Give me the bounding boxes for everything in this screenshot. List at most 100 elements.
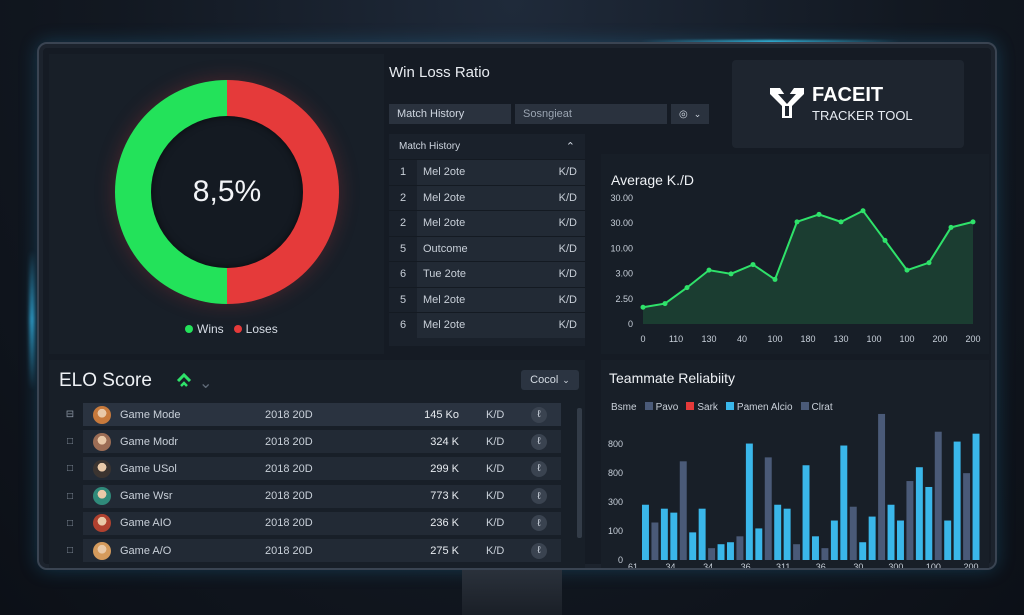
teammate-bar bbox=[698, 508, 706, 560]
chevron-down-icon[interactable]: ⌄ bbox=[199, 375, 213, 392]
game-mode: Game A/O bbox=[120, 544, 172, 557]
elo-table-row[interactable]: □ Game Wsr 2018 20D 773 K K/D ℓ bbox=[59, 484, 561, 509]
legend-wins-label: Wins bbox=[197, 322, 224, 336]
info-icon[interactable]: ℓ bbox=[531, 460, 547, 477]
elo-table-row[interactable]: ⊟ Game Mode 2018 20D 145 Ko K/D ℓ bbox=[59, 402, 561, 427]
teammate-bar bbox=[670, 512, 678, 560]
info-icon[interactable]: ℓ bbox=[531, 542, 547, 559]
elo-table-row[interactable]: □ Game A/O 2018 20D 275 K K/D ℓ bbox=[59, 538, 561, 563]
kd-y-tick: 10.00 bbox=[610, 243, 633, 253]
kd-x-tick: 130 bbox=[701, 334, 716, 344]
kd-point bbox=[860, 208, 866, 214]
cool-dropdown-label: Cocol bbox=[530, 374, 559, 386]
teammate-bar bbox=[774, 504, 782, 560]
kd-point bbox=[750, 262, 756, 268]
avatar bbox=[93, 514, 111, 533]
teammate-bar bbox=[897, 520, 904, 560]
kd-point bbox=[882, 237, 888, 243]
match-history-row[interactable]: 2 Mel 2ote K/D bbox=[389, 210, 585, 236]
wins-dot-icon bbox=[185, 325, 193, 333]
teammate-bar bbox=[840, 445, 848, 560]
game-mode: Game Modr bbox=[120, 435, 179, 448]
kd-label: K/D bbox=[486, 517, 505, 530]
kd-x-tick: 0 bbox=[640, 334, 645, 344]
monitor-stand bbox=[462, 570, 562, 615]
teammate-bar bbox=[887, 504, 895, 560]
kd-point bbox=[926, 260, 932, 266]
teammate-bar bbox=[868, 516, 876, 560]
info-icon[interactable]: ℓ bbox=[531, 406, 547, 423]
teammate-bar bbox=[821, 548, 829, 560]
row-kd: K/D bbox=[537, 160, 585, 185]
kd-point bbox=[684, 285, 690, 291]
elo-table-row[interactable]: □ Game AIO 2018 20D 236 K K/D ℓ bbox=[59, 511, 561, 536]
row-background bbox=[83, 484, 561, 508]
game-mode: Game AIO bbox=[120, 517, 172, 530]
kd-y-tick: 2.50 bbox=[615, 294, 633, 304]
teammate-x-tick: 200 bbox=[963, 562, 978, 570]
match-history-select[interactable]: Match History bbox=[389, 104, 511, 124]
match-history-row[interactable]: 1 Mel 2ote K/D bbox=[389, 159, 585, 185]
info-icon[interactable]: ℓ bbox=[531, 488, 547, 505]
row-background bbox=[83, 511, 561, 535]
row-checkbox[interactable]: □ bbox=[66, 545, 74, 556]
teammate-x-tick: 34 bbox=[666, 562, 676, 570]
row-checkbox[interactable]: □ bbox=[66, 463, 74, 475]
kd-point bbox=[948, 224, 954, 230]
teammate-legend-item: Clrat bbox=[800, 402, 833, 413]
monitor-screen: 8,5% Wins Loses Win Loss Ratio Match His… bbox=[37, 42, 997, 570]
teammate-bar-chart: 800 800 300 100 0 61 34 34 36 311 36 30 300 100 200 bbox=[608, 413, 980, 570]
match-history-row[interactable]: 5 Mel 2ote K/D bbox=[389, 286, 585, 312]
loses-dot-icon bbox=[233, 325, 242, 333]
info-icon[interactable]: ℓ bbox=[531, 433, 547, 450]
kd-x-tick: 200 bbox=[965, 334, 980, 344]
row-match-name: Mel 2ote bbox=[417, 313, 537, 338]
match-date: 2018 20D bbox=[265, 490, 313, 503]
row-number: 6 bbox=[399, 268, 407, 281]
average-kd-panel: Average K./D 30.00 30.00 10.00 3.00 2.50 0 0 11… bbox=[601, 154, 989, 354]
kd-line bbox=[642, 209, 974, 309]
match-history-row[interactable]: 2 Mel 2ote K/D bbox=[389, 184, 585, 210]
row-number: 5 bbox=[399, 242, 407, 255]
filter-dropdown[interactable]: ◎ ⌄ bbox=[671, 104, 709, 124]
teammate-x-tick: 30 bbox=[853, 562, 863, 570]
elo-score-panel: ELO Score ⌄ Cocol ⌄ ⊟ Game Mode 2018 20D 14… bbox=[49, 360, 585, 568]
info-icon[interactable]: ℓ bbox=[531, 515, 547, 532]
teammate-y-tick: 800 bbox=[608, 439, 623, 449]
row-kd: K/D bbox=[537, 313, 585, 338]
avatar bbox=[93, 432, 111, 451]
teammate-x-tick: 34 bbox=[703, 562, 713, 570]
row-checkbox[interactable]: □ bbox=[66, 490, 74, 502]
search-input[interactable]: Sosngieat bbox=[515, 104, 667, 124]
cool-dropdown-button[interactable]: Cocol ⌄ bbox=[521, 370, 579, 390]
match-history-header[interactable]: Match History ⌃ bbox=[389, 134, 585, 159]
average-kd-chart: 30.00 30.00 10.00 3.00 2.50 00 110 130 40 100 180 1… bbox=[610, 193, 980, 344]
chevron-up-icon[interactable]: ⌃ bbox=[565, 141, 575, 153]
game-mode: Game USol bbox=[120, 462, 177, 475]
teammate-legend-item: Bsme bbox=[611, 402, 637, 413]
teammate-legend-item: Sark bbox=[686, 402, 718, 413]
average-kd-title: Average K./D bbox=[611, 172, 695, 188]
teammate-bar bbox=[660, 508, 668, 560]
row-checkbox[interactable]: □ bbox=[66, 436, 74, 448]
legend-label: Pavo bbox=[655, 402, 679, 413]
avatar bbox=[93, 405, 111, 424]
elo-table-row[interactable]: □ Game USol 2018 20D 299 K K/D ℓ bbox=[59, 456, 561, 481]
match-history-row[interactable]: 6 Mel 2ote K/D bbox=[389, 312, 585, 338]
teammate-bar bbox=[963, 473, 971, 560]
match-history-row[interactable]: 6 Tue 2ote K/D bbox=[389, 261, 585, 287]
teammate-bar bbox=[953, 441, 961, 560]
elo-table-row[interactable]: □ Game Modr 2018 20D 324 K K/D ℓ bbox=[59, 429, 561, 454]
row-background bbox=[83, 430, 561, 454]
teammate-legend: Bsme Pavo Sark Pamen Alcio Clrat bbox=[611, 402, 833, 413]
match-history-row[interactable]: 5 Outcome K/D bbox=[389, 235, 585, 261]
teammate-bar bbox=[944, 520, 952, 560]
row-checkbox[interactable]: ⊟ bbox=[65, 409, 75, 420]
teammate-bar bbox=[679, 461, 687, 560]
row-checkbox[interactable]: □ bbox=[66, 517, 74, 529]
win-rate-value: 8,5% bbox=[192, 175, 262, 208]
elo-scrollbar[interactable] bbox=[577, 408, 582, 538]
avatar bbox=[93, 459, 111, 478]
game-mode: Game Mode bbox=[120, 408, 181, 421]
kd-x-tick: 100 bbox=[767, 334, 782, 344]
